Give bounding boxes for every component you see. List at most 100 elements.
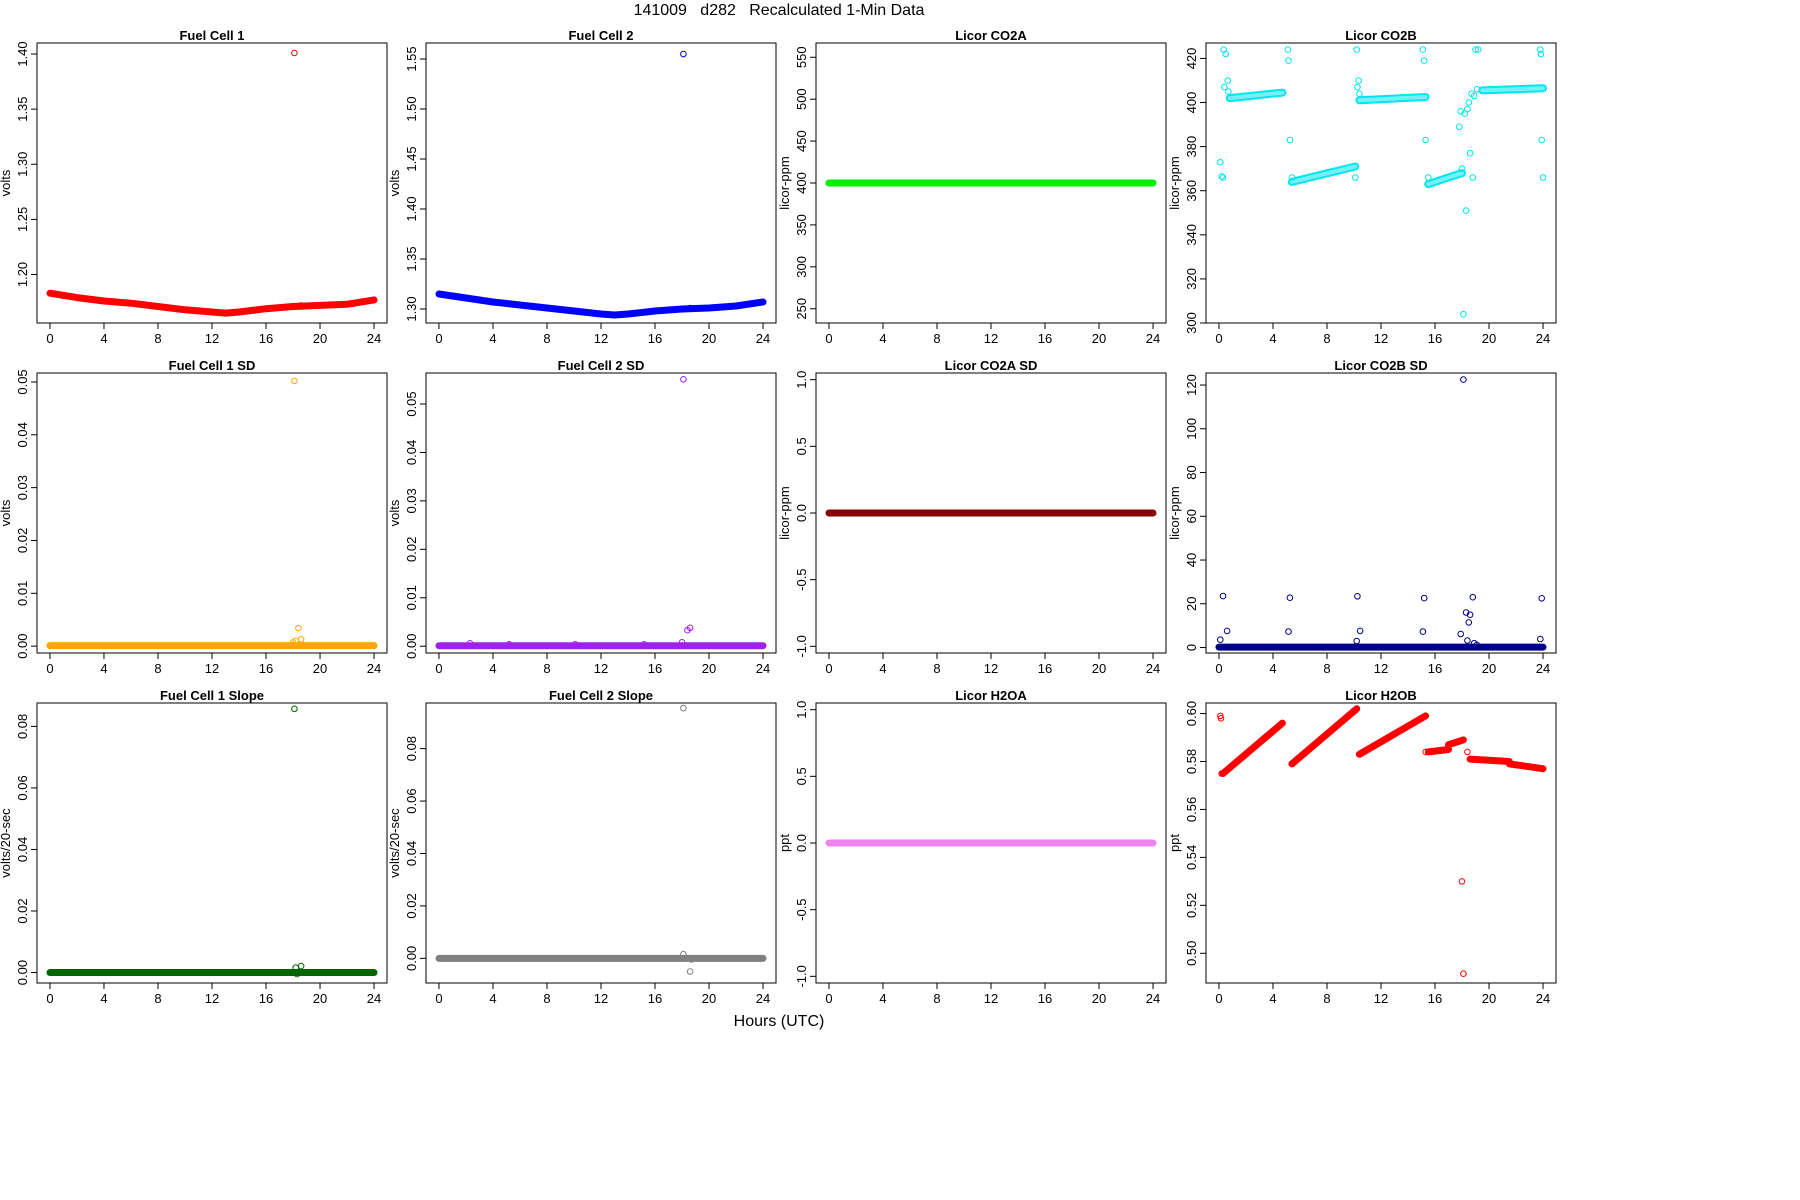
plot-frame [36, 372, 388, 654]
x-tick-label: 0 [825, 661, 832, 676]
x-tick-label: 4 [100, 331, 107, 346]
x-tick-label: 8 [543, 991, 550, 1006]
y-tick-label: 500 [794, 88, 809, 110]
x-tick-label: 0 [46, 991, 53, 1006]
x-tick-label: 4 [100, 661, 107, 676]
data-point [1537, 635, 1544, 643]
panel-8: Licor CO2B SD 0 4 8 12 16 20 24 0 20 40 60 80 100 120 l… [1167, 358, 1557, 676]
data-point [291, 377, 298, 385]
data-point [1288, 174, 1296, 181]
data-point [1464, 748, 1471, 756]
x-tick-label: 20 [702, 661, 716, 676]
series-trace [1424, 746, 1452, 756]
data-point [1425, 174, 1432, 181]
x-tick-label: 24 [367, 661, 381, 676]
data-point [1457, 630, 1464, 638]
y-tick-label: 0.00 [404, 946, 419, 971]
x-tick-label: 24 [1536, 661, 1550, 676]
y-tick-label: 0.02 [15, 898, 30, 923]
y-axis-label: volts [0, 499, 13, 526]
x-tick-label: 0 [1215, 661, 1222, 676]
plot-frame [425, 42, 777, 324]
y-tick-label: 0.05 [15, 369, 30, 394]
data-point [1473, 86, 1481, 93]
plot-frame [425, 372, 777, 654]
panel-2: Fuel Cell 2 0 4 8 12 16 20 24 1.30 1.35 1.40 1.45 1.… [387, 28, 777, 346]
data-point [1420, 594, 1428, 602]
y-tick-label: 1.20 [15, 262, 30, 287]
series-trace-highlight [1480, 86, 1545, 93]
y-tick-label: 420 [1184, 48, 1199, 70]
y-tick-label: 0.00 [15, 960, 30, 985]
y-axis-label: licor-ppm [777, 486, 792, 539]
x-tick-label: 8 [933, 661, 940, 676]
y-tick-label: 0.04 [404, 440, 419, 465]
y-tick-label: 360 [1184, 180, 1199, 202]
plot-frame [36, 42, 388, 324]
y-tick-label: 0.03 [15, 475, 30, 500]
series-trace [1505, 760, 1547, 773]
y-tick-label: 0.04 [404, 841, 419, 866]
x-tick-label: 20 [313, 991, 327, 1006]
x-tick-label: 16 [648, 331, 662, 346]
data-point [1352, 174, 1359, 181]
series-trace [1288, 705, 1361, 768]
y-tick-label: 350 [794, 214, 809, 236]
x-tick-label: 0 [1215, 331, 1222, 346]
x-tick-label: 8 [933, 991, 940, 1006]
x-tick-label: 16 [259, 991, 273, 1006]
x-tick-label: 24 [367, 991, 381, 1006]
y-axis-label: volts/20-sec [0, 808, 13, 878]
series-trace [435, 290, 767, 319]
x-tick-label: 8 [154, 661, 161, 676]
y-axis-label: ppt [777, 834, 792, 852]
data-point [1537, 46, 1544, 53]
y-tick-label: 450 [794, 130, 809, 152]
y-tick-label: 0.06 [15, 775, 30, 800]
panel-6: Fuel Cell 2 SD 0 4 8 12 16 20 24 0.00 0.01 0.02 0.0… [387, 358, 777, 676]
data-point [1217, 158, 1224, 166]
data-point [1224, 77, 1231, 84]
data-point [295, 624, 302, 632]
y-tick-label: 0.02 [404, 537, 419, 562]
x-tick-label: 16 [1428, 331, 1442, 346]
x-tick-label: 4 [489, 331, 496, 346]
y-tick-label: 0.52 [1184, 893, 1199, 918]
panel-11: Licor H2OA 0 4 8 12 16 20 24 -1.0 -0.5 0.0 0.5 1.0 pp… [777, 688, 1167, 1006]
y-tick-label: 60 [1184, 509, 1199, 523]
y-tick-label: 0.02 [15, 528, 30, 553]
x-tick-label: 12 [594, 991, 608, 1006]
x-tick-label: 4 [879, 331, 886, 346]
data-point [1285, 628, 1292, 635]
x-tick-label: 24 [1146, 991, 1160, 1006]
x-tick-label: 16 [259, 331, 273, 346]
x-tick-label: 24 [756, 661, 770, 676]
data-point [1353, 46, 1360, 53]
x-tick-label: 0 [46, 331, 53, 346]
y-tick-label: 1.35 [404, 246, 419, 271]
x-tick-label: 0 [1215, 991, 1222, 1006]
x-tick-label: 4 [100, 991, 107, 1006]
y-tick-label: 0.05 [404, 391, 419, 416]
series-trace [1445, 736, 1467, 749]
data-point [1460, 376, 1467, 383]
y-tick-label: 1.30 [404, 296, 419, 321]
data-point [686, 624, 694, 632]
data-point [1422, 748, 1429, 756]
x-tick-label: 12 [594, 331, 608, 346]
panel-title: Fuel Cell 1 SD [169, 358, 256, 373]
series-trace [1355, 93, 1430, 105]
x-tick-label: 4 [489, 991, 496, 1006]
data-point [505, 641, 513, 648]
y-tick-label: 340 [1184, 224, 1199, 246]
x-tick-label: 20 [1092, 331, 1106, 346]
x-tick-label: 20 [313, 331, 327, 346]
x-tick-label: 24 [1536, 991, 1550, 1006]
series-trace-highlight [1289, 164, 1358, 184]
panel-3: Licor CO2A 0 4 8 12 16 20 24 250 300 350 400 450 500 5… [777, 28, 1167, 346]
x-tick-label: 12 [205, 331, 219, 346]
data-point [686, 304, 694, 312]
y-tick-label: 1.35 [15, 96, 30, 121]
series-trace [1219, 719, 1286, 777]
